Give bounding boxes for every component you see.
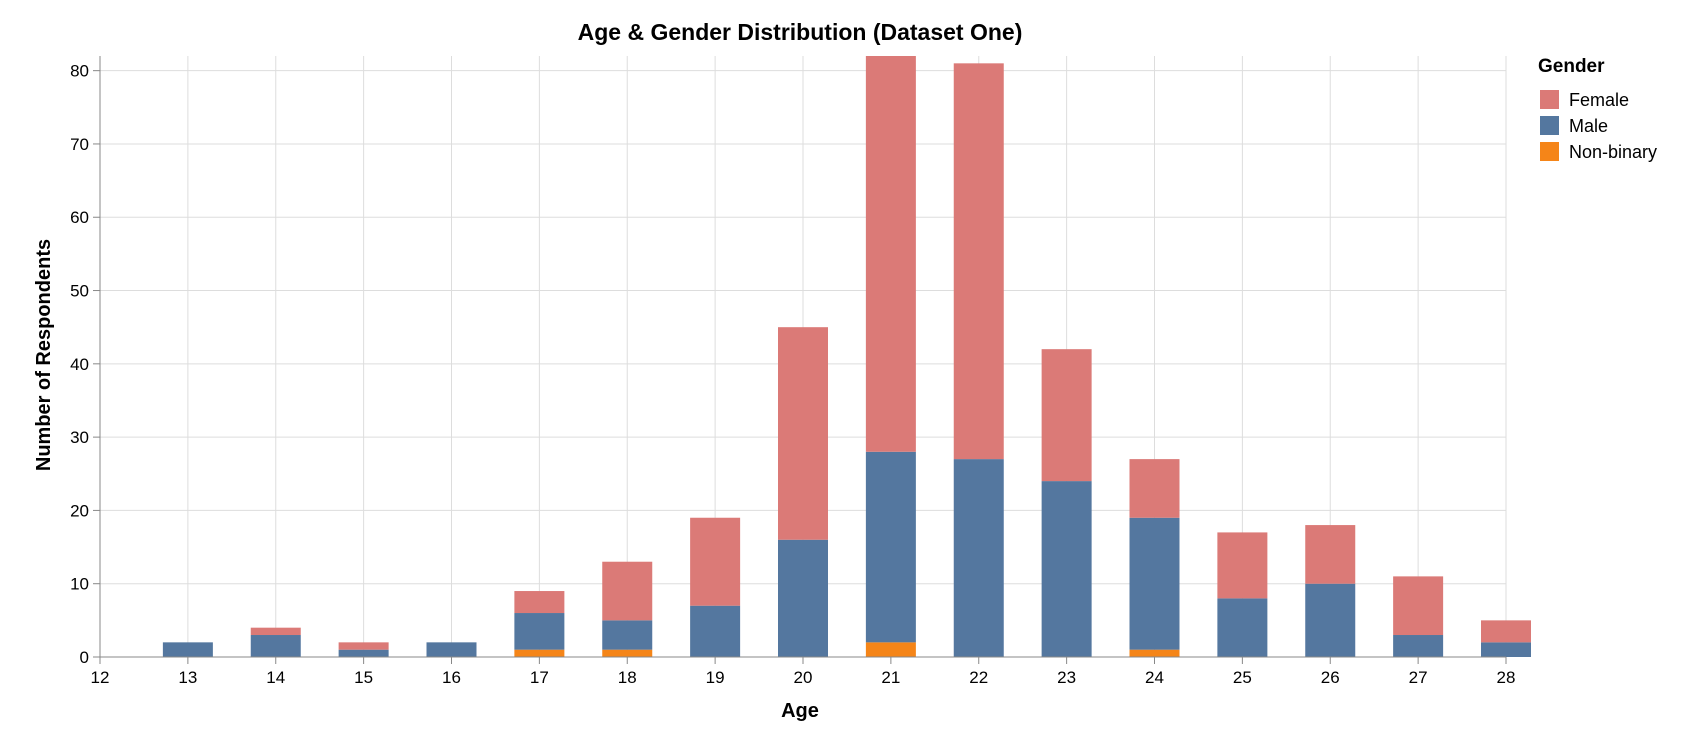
x-tick-label: 12 [91,668,110,687]
x-tick-label: 18 [618,668,637,687]
bar-female-age-23 [1041,349,1092,482]
bar-male-age-16 [426,642,477,657]
x-tick-label: 27 [1409,668,1428,687]
legend-label: Non-binary [1569,142,1657,162]
x-tick-label: 25 [1233,668,1252,687]
bar-female-age-14 [250,627,301,636]
x-tick-label: 20 [794,668,813,687]
bar-male-age-13 [162,642,213,657]
bar-male-age-22 [953,459,1004,657]
bar-female-age-27 [1393,576,1444,636]
x-tick-label: 14 [266,668,285,687]
bar-male-age-23 [1041,481,1092,657]
y-tick-label: 40 [70,355,89,374]
y-tick-label: 10 [70,575,89,594]
x-tick-label: 16 [442,668,461,687]
bar-female-age-26 [1305,525,1356,584]
bar-male-age-27 [1393,635,1444,657]
legend-swatch-male [1540,116,1559,135]
bar-female-age-20 [778,327,828,540]
bar-female-age-25 [1217,532,1268,599]
y-tick-label: 80 [70,62,89,81]
legend-title: Gender [1538,56,1605,77]
bar-male-age-28 [1481,642,1531,657]
x-tick-label: 22 [969,668,988,687]
bar-female-age-15 [338,642,389,650]
x-tick-label: 17 [530,668,549,687]
bar-non-binary-age-21 [865,642,916,657]
x-tick-label: 24 [1145,668,1164,687]
bar-male-age-25 [1217,598,1268,657]
y-axis-title: Number of Respondents [33,239,55,471]
x-tick-label: 19 [706,668,725,687]
legend: Gender Female Male Non-binary [1538,56,1657,162]
y-tick-label: 20 [70,501,89,520]
x-tick-label: 26 [1321,668,1340,687]
bar-female-age-19 [690,517,741,606]
y-tick-label: 70 [70,135,89,154]
bar-non-binary-age-17 [514,649,565,657]
bar-non-binary-age-18 [602,649,653,657]
bar-male-age-20 [778,539,828,657]
bar-female-age-22 [953,63,1004,460]
bar-female-age-21 [865,56,916,452]
legend-label: Female [1569,90,1629,110]
legend-swatch-female [1540,90,1559,109]
x-axis-title: Age [781,700,819,722]
bar-male-age-14 [250,635,301,657]
legend-label: Male [1569,116,1608,136]
bar-male-age-26 [1305,583,1356,657]
bar-female-age-17 [514,591,565,614]
bar-male-age-24 [1129,517,1180,650]
x-tick-label: 23 [1057,668,1076,687]
bar-male-age-19 [690,605,741,657]
bar-female-age-18 [602,561,653,621]
x-tick-label: 28 [1497,668,1516,687]
y-tick-label: 0 [80,648,89,667]
bar-male-age-21 [865,451,916,643]
bar-female-age-24 [1129,459,1180,518]
bar-male-age-15 [338,649,389,657]
y-tick-label: 30 [70,428,89,447]
x-tick-label: 13 [178,668,197,687]
x-tick-label: 15 [354,668,373,687]
bars [162,56,1531,657]
bar-male-age-18 [602,620,653,650]
bar-non-binary-age-24 [1129,649,1180,657]
x-tick-label: 21 [881,668,900,687]
y-tick-label: 60 [70,208,89,227]
axes: 12 13 14 15 16 17 18 19 20 21 22 23 24 25 26 27 28 0 10 20 3… [70,56,1515,687]
y-tick-label: 50 [70,282,89,301]
bar-female-age-28 [1481,620,1531,643]
bar-male-age-17 [514,613,565,650]
chart-title: Age & Gender Distribution (Dataset One) [578,19,1023,45]
legend-swatch-non-binary [1540,142,1559,161]
